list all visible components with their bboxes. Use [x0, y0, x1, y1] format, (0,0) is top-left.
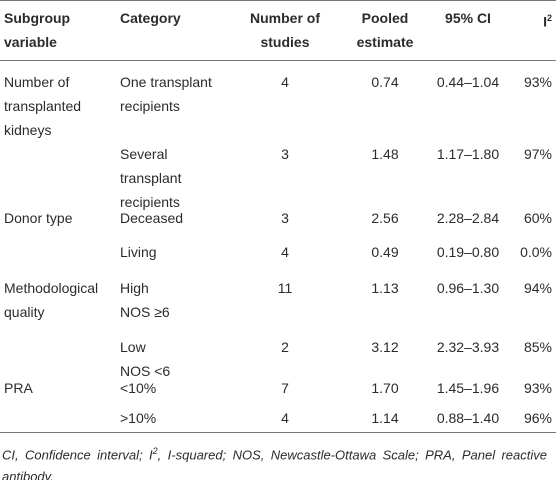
- cell-line: Methodological: [4, 280, 99, 296]
- table-cell: 7: [281, 380, 289, 396]
- cell-line: Subgroup: [4, 10, 71, 26]
- cell-line: recipients: [120, 98, 180, 114]
- footnote-sup: 2: [152, 446, 158, 456]
- header-cell: Category: [120, 10, 181, 26]
- table-cell: 85%: [523, 339, 552, 355]
- table-cell: 4: [281, 74, 289, 90]
- table-cell: 2: [281, 339, 289, 355]
- cell-line: variable: [4, 34, 57, 50]
- cell-line: studies: [260, 34, 310, 50]
- header-cell: I2: [543, 6, 552, 34]
- table-cell: 0.74: [371, 74, 399, 90]
- table-cell: 93%: [523, 380, 552, 396]
- table-cell: 0.44–1.04: [436, 74, 500, 90]
- table-cell: 2.32–3.93: [436, 339, 500, 355]
- cell-line: One transplant: [120, 74, 212, 90]
- table-cell: 2.28–2.84: [436, 210, 500, 226]
- header-rule: [0, 60, 556, 61]
- table-cell: Deceased: [120, 210, 184, 226]
- table-cell: 3: [281, 210, 289, 226]
- table-cell: 93%: [523, 74, 552, 90]
- bottom-rule: [0, 432, 556, 433]
- cell-line: quality: [4, 304, 45, 320]
- header-cell: Subgroup variable: [4, 6, 70, 54]
- cell-line: estimate: [356, 34, 414, 50]
- cell-line: transplant: [120, 170, 182, 186]
- table-cell: 1.14: [371, 410, 399, 426]
- table-cell: 97%: [523, 146, 552, 162]
- table-cell: 1.48: [371, 146, 399, 162]
- cell-line: NOS <6: [120, 363, 171, 379]
- table-cell: PRA: [4, 380, 33, 396]
- footnote-text: CI, Confidence interval; I: [2, 447, 153, 463]
- header-cell: Number of studies: [225, 6, 345, 54]
- cell-line: Low: [120, 339, 146, 355]
- cell-line: transplanted: [4, 98, 82, 114]
- cell-line: Number of: [250, 10, 320, 26]
- cell-line: Number of: [4, 74, 70, 90]
- table-cell: Low NOS <6: [120, 335, 170, 383]
- footnote: CI, Confidence interval; I2, I-squared; …: [2, 440, 547, 480]
- table-cell: 94%: [523, 280, 552, 296]
- cell-line: recipients: [120, 194, 180, 210]
- top-rule: [0, 0, 556, 1]
- table-cell: 3: [281, 146, 289, 162]
- table-cell: 0.49: [371, 244, 399, 260]
- table-cell: 1.45–1.96: [436, 380, 500, 396]
- table-cell: 60%: [523, 210, 552, 226]
- table-cell: 2.56: [371, 210, 399, 226]
- table-cell: One transplant recipients: [120, 70, 212, 118]
- table-cell: 0.0%: [520, 244, 552, 260]
- table-cell: 1.17–1.80: [436, 146, 500, 162]
- table-cell: Donor type: [4, 210, 73, 226]
- table-cell: Living: [120, 244, 157, 260]
- table-cell: 0.96–1.30: [436, 280, 500, 296]
- table-cell: 1.70: [371, 380, 399, 396]
- table-cell: 4: [281, 244, 289, 260]
- header-cell: Pooled estimate: [325, 6, 445, 54]
- cell-text: I: [543, 13, 547, 30]
- table-cell: Methodological quality: [4, 276, 98, 324]
- cell-sup: 2: [546, 13, 552, 23]
- table-cell: 0.88–1.40: [436, 410, 500, 426]
- table-cell: 0.19–0.80: [436, 244, 500, 260]
- table-cell: 4: [281, 410, 289, 426]
- header-cell: 95% CI: [445, 10, 491, 26]
- cell-line: Several: [120, 146, 168, 162]
- table-cell: Several transplant recipients: [120, 142, 181, 214]
- table-cell: >10%: [120, 410, 157, 426]
- table-cell: 96%: [523, 410, 552, 426]
- cell-line: Pooled: [361, 10, 409, 26]
- table-cell: 1.13: [371, 280, 399, 296]
- table-cell: 11: [277, 280, 293, 296]
- cell-line: kidneys: [4, 122, 52, 138]
- table-cell: 3.12: [371, 339, 399, 355]
- table-cell: <10%: [120, 380, 157, 396]
- table-cell: Number of transplanted kidneys: [4, 70, 81, 142]
- table-cell: High NOS ≥6: [120, 276, 170, 324]
- cell-line: NOS ≥6: [120, 304, 170, 320]
- footnote-text: , I-squared; NOS, Newcastle-Ottawa Scale…: [2, 447, 547, 480]
- cell-line: High: [120, 280, 149, 296]
